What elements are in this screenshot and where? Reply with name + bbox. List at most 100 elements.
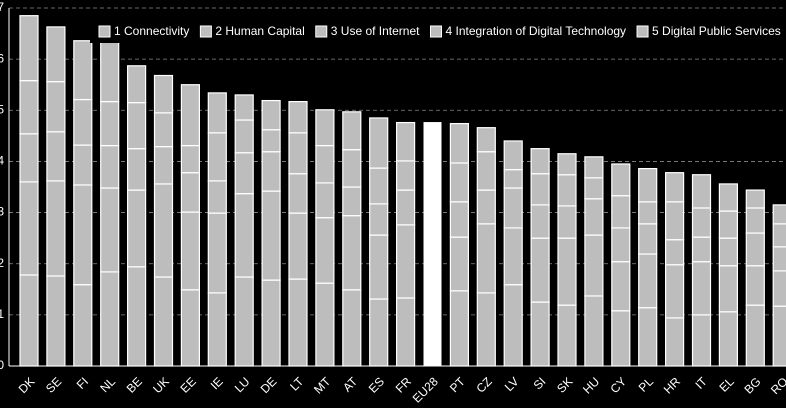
x-tick-label: SK: [554, 374, 575, 395]
bar-segment: [342, 111, 362, 151]
bar-segment: [584, 177, 604, 200]
bar-segment: [153, 112, 174, 148]
bar-segment: [557, 153, 577, 176]
bar-segment: [342, 149, 362, 188]
bar-segment: [449, 236, 469, 292]
bar-segment: [369, 298, 389, 367]
y-tick-label: 0.1: [0, 307, 4, 321]
bar-segment: [100, 40, 120, 103]
bar-segment: [584, 234, 604, 297]
x-tick-label: FI: [74, 374, 91, 391]
bar-segment: [180, 144, 200, 174]
bar-segment: [19, 15, 39, 82]
bar-segment: [503, 140, 523, 171]
x-tick-label: BE: [124, 374, 145, 395]
x-tick-label: EE: [178, 374, 199, 395]
bar-segment: [369, 234, 389, 300]
bar-segment: [100, 271, 120, 367]
bar-segment: [449, 290, 469, 367]
bar-segment: [476, 151, 496, 191]
x-tick-label: EL: [716, 374, 737, 395]
bar-segment: [664, 264, 685, 319]
x-tick-label: LV: [502, 374, 522, 394]
bar-segment: [207, 132, 227, 182]
bar-segment: [503, 284, 523, 367]
bar-segment: [691, 174, 712, 209]
bar-segment: [449, 201, 469, 238]
bar-segment: [530, 148, 550, 175]
bar-segment: [126, 189, 147, 268]
x-tick-label: NL: [97, 374, 118, 395]
bar-segment: [369, 203, 389, 236]
bar-segment: [530, 204, 550, 239]
bar-segment: [46, 81, 66, 133]
bar-segment: [557, 174, 577, 207]
bar-segment: [476, 292, 496, 367]
bar-segment: [745, 304, 765, 367]
bar-segment: [342, 289, 362, 367]
bar-segment: [19, 133, 39, 183]
bar-segment: [73, 144, 93, 186]
bar-segment: [207, 292, 227, 367]
bar-segment: [180, 172, 200, 213]
bar-segment: [261, 190, 281, 281]
bar-segment: [611, 261, 631, 312]
y-tick-label: 0.2: [0, 256, 4, 270]
bar-segment: [503, 169, 523, 189]
bar-segment: [315, 182, 335, 219]
bar-segment: [396, 121, 416, 162]
bar-segment: [100, 187, 120, 273]
bar-segment: [638, 223, 658, 255]
bar-segment: [476, 127, 496, 153]
x-tick-label: DE: [258, 374, 280, 396]
bar-segment: [46, 26, 66, 83]
bar-segment: [46, 275, 66, 367]
bar-segment: [234, 119, 254, 154]
bar-segment: [207, 92, 227, 134]
bar-segment: [100, 100, 120, 147]
legend-label: 4 Integration of Digital Technology: [445, 24, 626, 38]
legend-label: 3 Use of Internet: [331, 24, 420, 38]
x-tick-label: RO: [768, 374, 786, 397]
bar-segment: [153, 145, 174, 185]
bar-segment: [153, 276, 174, 367]
x-tick-label: AT: [340, 374, 361, 395]
bar-segment: [369, 117, 389, 169]
bar-segment: [557, 304, 577, 367]
x-tick-label: FR: [393, 374, 414, 395]
bar-segment: [664, 239, 685, 266]
y-tick-label: 0.3: [0, 205, 4, 219]
bar-segment: [638, 167, 658, 203]
bar-segment: [261, 129, 281, 153]
bar-segment: [691, 207, 712, 238]
bar-segment: [153, 183, 174, 278]
bar-segment: [315, 144, 335, 184]
bar-segment: [342, 215, 362, 291]
bar-segment: [73, 98, 93, 146]
bar-segment: [396, 189, 416, 226]
bar-segment: [691, 314, 712, 367]
bar-segment: [745, 232, 765, 267]
bar-segment: [126, 65, 147, 104]
bar-segment: [530, 173, 550, 206]
y-tick-label: 0.7: [0, 0, 4, 14]
bar-segment: [100, 144, 120, 189]
bar-segment: [449, 162, 469, 203]
y-tick-label: 0.5: [0, 102, 4, 116]
bar-segment: [19, 274, 39, 367]
bar-segment: [46, 180, 66, 277]
legend-swatch: [98, 25, 111, 38]
bar-segment: [557, 237, 577, 306]
bar-segment: [261, 279, 281, 367]
legend-label: 1 Connectivity: [114, 24, 189, 38]
x-tick-label: UK: [150, 374, 172, 396]
bar-segment: [153, 74, 174, 114]
bar-segment: [315, 217, 335, 284]
bar-segment: [342, 186, 362, 217]
bar-segment: [664, 201, 685, 241]
x-tick-label: LT: [287, 374, 307, 394]
y-tick-label: 0: [0, 358, 4, 372]
y-tick-label: 0.4: [0, 154, 4, 168]
bar-segment: [718, 183, 739, 212]
bar-segment: [772, 270, 786, 307]
